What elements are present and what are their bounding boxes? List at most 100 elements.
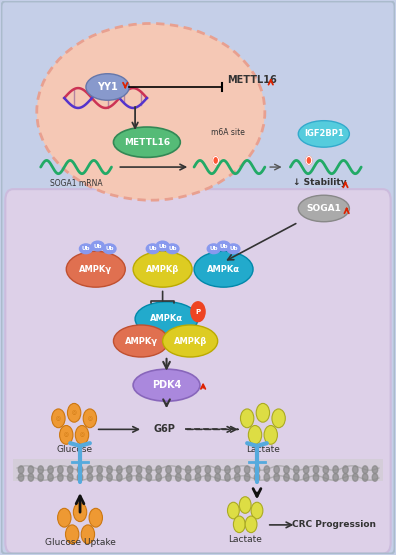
Circle shape (244, 473, 250, 481)
Circle shape (264, 473, 270, 481)
Text: YY1: YY1 (97, 82, 118, 92)
Circle shape (362, 466, 368, 473)
Circle shape (293, 473, 299, 481)
Text: m6A site: m6A site (211, 128, 244, 137)
Circle shape (77, 466, 83, 473)
Circle shape (58, 473, 63, 481)
Text: Ub: Ub (105, 246, 114, 251)
Circle shape (293, 466, 299, 473)
Circle shape (352, 466, 358, 473)
Circle shape (87, 466, 93, 473)
Circle shape (195, 466, 201, 473)
Circle shape (343, 473, 348, 481)
Ellipse shape (146, 244, 159, 254)
Text: Glucose: Glucose (56, 445, 92, 455)
Circle shape (372, 466, 378, 473)
Circle shape (244, 466, 250, 473)
Circle shape (28, 473, 34, 481)
Ellipse shape (194, 251, 253, 287)
Circle shape (48, 473, 53, 481)
Text: AMPKγ: AMPKγ (124, 336, 158, 346)
Circle shape (191, 302, 205, 322)
Circle shape (38, 466, 44, 473)
Circle shape (116, 473, 122, 481)
Text: METTL16: METTL16 (227, 75, 277, 85)
Circle shape (67, 466, 73, 473)
Circle shape (274, 473, 280, 481)
Ellipse shape (91, 241, 104, 251)
Text: Ub: Ub (168, 246, 177, 251)
Circle shape (107, 473, 112, 481)
FancyBboxPatch shape (13, 458, 383, 481)
Circle shape (333, 466, 338, 473)
Text: Ub: Ub (158, 244, 167, 249)
Circle shape (284, 473, 289, 481)
Circle shape (205, 473, 211, 481)
Ellipse shape (298, 120, 349, 147)
Text: ◎: ◎ (88, 416, 92, 421)
Circle shape (284, 466, 289, 473)
Circle shape (166, 466, 171, 473)
Circle shape (333, 473, 338, 481)
Text: Lactate: Lactate (228, 536, 262, 544)
Text: P: P (196, 309, 200, 315)
Text: CRC Progression: CRC Progression (292, 521, 376, 529)
Circle shape (87, 473, 93, 481)
Text: G6P: G6P (154, 425, 175, 435)
Circle shape (343, 466, 348, 473)
Circle shape (18, 466, 24, 473)
Circle shape (254, 473, 260, 481)
Text: Lactate: Lactate (246, 445, 280, 455)
Ellipse shape (227, 244, 240, 254)
Circle shape (52, 409, 65, 428)
Circle shape (58, 466, 63, 473)
Circle shape (126, 473, 132, 481)
Ellipse shape (207, 244, 220, 254)
Ellipse shape (80, 244, 92, 254)
Text: ◎: ◎ (72, 410, 76, 415)
Circle shape (213, 157, 219, 164)
Text: ↓ Stability: ↓ Stability (293, 178, 347, 187)
Circle shape (272, 409, 285, 428)
FancyBboxPatch shape (5, 189, 391, 553)
Circle shape (126, 466, 132, 473)
Text: ◎: ◎ (64, 432, 69, 437)
Circle shape (264, 426, 278, 444)
Circle shape (83, 409, 97, 428)
Circle shape (97, 466, 103, 473)
Circle shape (195, 473, 201, 481)
Ellipse shape (114, 127, 180, 158)
Ellipse shape (298, 195, 349, 222)
Circle shape (264, 466, 270, 473)
Circle shape (136, 466, 142, 473)
Text: AMPKγ: AMPKγ (79, 265, 112, 274)
Text: Ub: Ub (148, 246, 157, 251)
Text: METTL16: METTL16 (124, 138, 170, 147)
Circle shape (313, 473, 319, 481)
Circle shape (18, 473, 24, 481)
Circle shape (185, 473, 191, 481)
Ellipse shape (163, 325, 218, 357)
Circle shape (225, 473, 230, 481)
Ellipse shape (133, 251, 192, 287)
Circle shape (215, 473, 221, 481)
Circle shape (362, 473, 368, 481)
Circle shape (97, 473, 103, 481)
Circle shape (75, 426, 89, 444)
Circle shape (352, 473, 358, 481)
Circle shape (372, 473, 378, 481)
Circle shape (323, 473, 329, 481)
Text: Glucose Uptake: Glucose Uptake (45, 538, 116, 547)
Circle shape (245, 516, 257, 533)
Circle shape (58, 508, 71, 527)
Text: SOGA1: SOGA1 (307, 204, 341, 213)
Circle shape (306, 157, 312, 164)
Circle shape (215, 466, 221, 473)
Circle shape (89, 508, 103, 527)
Circle shape (256, 403, 270, 422)
Circle shape (136, 473, 142, 481)
Circle shape (185, 466, 191, 473)
Circle shape (225, 466, 230, 473)
Circle shape (323, 466, 329, 473)
Ellipse shape (166, 244, 179, 254)
